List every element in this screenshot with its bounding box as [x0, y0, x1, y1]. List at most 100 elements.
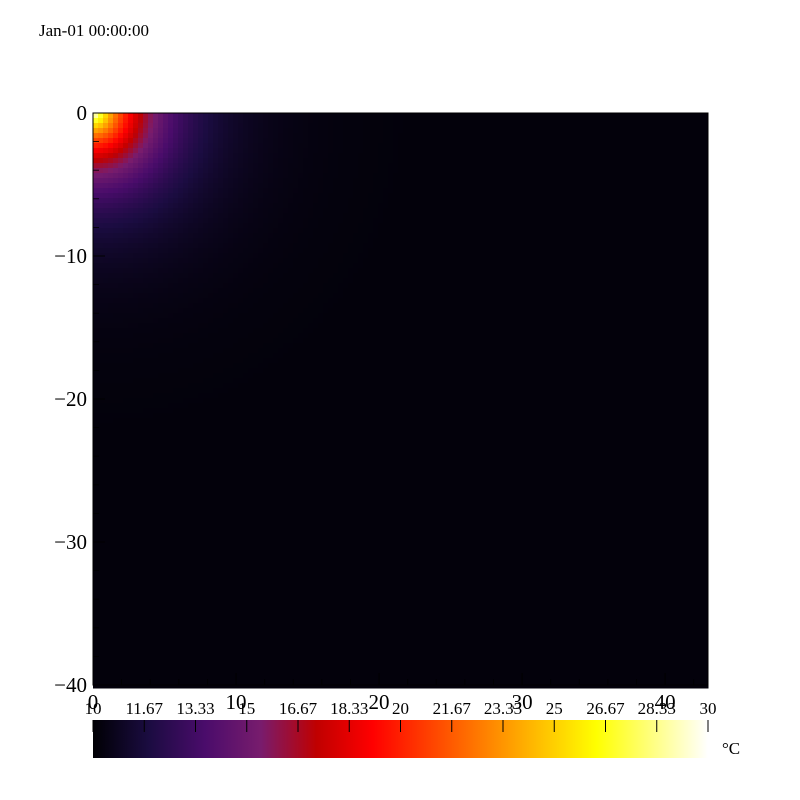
heatmap-cell — [303, 228, 309, 234]
heatmap-cell — [643, 173, 649, 179]
heatmap-cell — [488, 128, 494, 134]
heatmap-cell — [393, 303, 399, 309]
heatmap-cell — [113, 278, 119, 284]
heatmap-cell — [423, 113, 429, 119]
heatmap-cell — [148, 268, 154, 274]
heatmap-cell — [103, 178, 109, 184]
heatmap-cell — [443, 223, 449, 229]
heatmap-cell — [98, 193, 104, 199]
heatmap-cell — [423, 128, 429, 134]
heatmap-cell — [353, 173, 359, 179]
heatmap-cell — [548, 283, 554, 289]
heatmap-cell — [423, 308, 429, 314]
heatmap-cell — [548, 188, 554, 194]
heatmap-cell — [108, 293, 114, 299]
heatmap-cell — [343, 273, 349, 279]
heatmap-cell — [558, 153, 564, 159]
heatmap-cell — [373, 248, 379, 254]
heatmap-cell — [563, 288, 569, 294]
heatmap-cell — [248, 128, 254, 134]
heatmap-cell — [298, 273, 304, 279]
heatmap-cell — [628, 263, 634, 269]
heatmap-cell — [488, 298, 494, 304]
heatmap-cell — [328, 113, 334, 119]
heatmap-cell — [598, 183, 604, 189]
heatmap-cell — [533, 138, 539, 144]
heatmap-cell — [98, 168, 104, 174]
heatmap-cell — [613, 153, 619, 159]
heatmap-cell — [383, 123, 389, 129]
heatmap-cell — [563, 133, 569, 139]
heatmap-cell — [218, 198, 224, 204]
heatmap-cell — [473, 248, 479, 254]
heatmap-cell — [443, 213, 449, 219]
heatmap-cell — [138, 273, 144, 279]
heatmap-cell — [363, 178, 369, 184]
heatmap-cell — [353, 153, 359, 159]
heatmap-cell — [173, 203, 179, 209]
heatmap-cell — [128, 313, 134, 319]
heatmap-cell — [278, 143, 284, 149]
heatmap-cell — [263, 143, 269, 149]
heatmap-cell — [378, 143, 384, 149]
heatmap-cell — [223, 298, 229, 304]
heatmap-cell — [478, 253, 484, 259]
heatmap-cell — [678, 253, 684, 259]
heatmap-cell — [543, 123, 549, 129]
heatmap-cell — [433, 113, 439, 119]
heatmap-cell — [658, 213, 664, 219]
heatmap-cell — [323, 263, 329, 269]
heatmap-cell — [263, 303, 269, 309]
heatmap-cell — [183, 268, 189, 274]
heatmap-cell — [183, 153, 189, 159]
heatmap-cell — [533, 123, 539, 129]
heatmap-cell — [483, 218, 489, 224]
heatmap-cell — [418, 133, 424, 139]
heatmap-cell — [343, 223, 349, 229]
heatmap-cell — [368, 193, 374, 199]
heatmap-cell — [263, 243, 269, 249]
heatmap-cell — [468, 303, 474, 309]
heatmap-cell — [673, 263, 679, 269]
heatmap-cell — [413, 263, 419, 269]
heatmap-cell — [178, 258, 184, 264]
heatmap-cell — [353, 163, 359, 169]
heatmap-cell — [588, 168, 594, 174]
heatmap-cell — [368, 283, 374, 289]
heatmap-cell — [493, 158, 499, 164]
heatmap-cell — [278, 263, 284, 269]
heatmap-cell — [343, 208, 349, 214]
heatmap-cell — [163, 298, 169, 304]
heatmap-cell — [628, 173, 634, 179]
heatmap-cell — [493, 148, 499, 154]
heatmap-cell — [513, 123, 519, 129]
heatmap-cell — [403, 178, 409, 184]
heatmap-cell — [603, 133, 609, 139]
heatmap-cell — [293, 233, 299, 239]
heatmap-cell — [483, 143, 489, 149]
heatmap-cell — [373, 133, 379, 139]
heatmap-cell — [173, 178, 179, 184]
heatmap-cell — [433, 268, 439, 274]
heatmap-cell — [628, 133, 634, 139]
heatmap-cell — [463, 173, 469, 179]
heatmap-cell — [398, 228, 404, 234]
heatmap-cell — [648, 288, 654, 294]
heatmap-cell — [658, 223, 664, 229]
heatmap-cell — [163, 263, 169, 269]
heatmap-cell — [203, 263, 209, 269]
heatmap-cell — [583, 128, 589, 134]
heatmap-cell — [158, 173, 164, 179]
heatmap-cell — [603, 118, 609, 124]
heatmap-cell — [663, 298, 669, 304]
heatmap-cell — [448, 123, 454, 129]
heatmap-cell — [578, 308, 584, 314]
heatmap-cell — [268, 203, 274, 209]
heatmap-cell — [248, 183, 254, 189]
heatmap-cell — [343, 293, 349, 299]
heatmap-cell — [158, 193, 164, 199]
heatmap-cell — [283, 308, 289, 314]
heatmap-cell — [98, 128, 104, 134]
heatmap-cell — [438, 138, 444, 144]
heatmap-cell — [538, 208, 544, 214]
